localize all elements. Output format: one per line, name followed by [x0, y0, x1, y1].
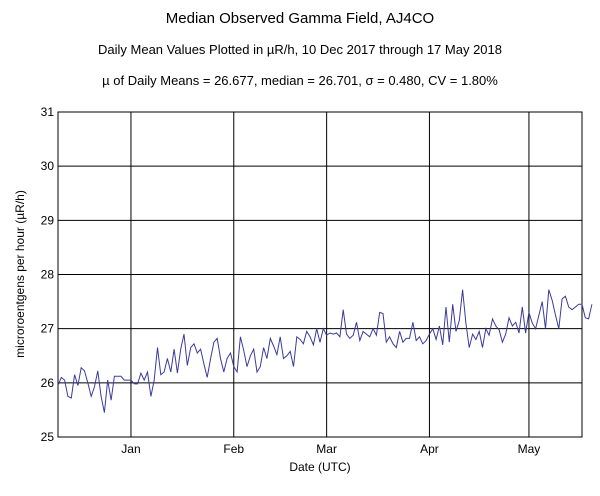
plot-frame — [57, 111, 583, 438]
chart-stats-line: µ of Daily Means = 26.677, median = 26.7… — [102, 73, 498, 88]
chart-title: Median Observed Gamma Field, AJ4CO — [165, 10, 435, 27]
y-tick-label: 31 — [41, 105, 55, 119]
y-tick-label: 28 — [41, 268, 55, 282]
x-tick-label: May — [518, 442, 541, 456]
x-axis-ticks: Jan Feb Mar Apr May — [121, 442, 540, 456]
y-tick-label: 29 — [41, 213, 55, 227]
x-tick-label: Apr — [420, 442, 439, 456]
y-tick-label: 30 — [41, 159, 55, 173]
x-tick-label: Feb — [223, 442, 244, 456]
series-line — [57, 289, 593, 413]
x-axis-label: Date (UTC) — [289, 460, 350, 474]
y-tick-label: 27 — [41, 322, 55, 336]
x-tick-label: Mar — [316, 442, 337, 456]
chart-subtitle: Daily Mean Values Plotted in µR/h, 10 De… — [98, 42, 502, 57]
grid-lines — [58, 112, 582, 437]
y-axis-ticks: 25 26 27 28 29 30 31 — [41, 105, 55, 444]
y-tick-label: 26 — [41, 376, 55, 390]
y-axis-label: microroentgens per hour (µR/h) — [13, 190, 27, 358]
x-tick-label: Jan — [121, 442, 140, 456]
y-tick-label: 25 — [41, 430, 55, 444]
